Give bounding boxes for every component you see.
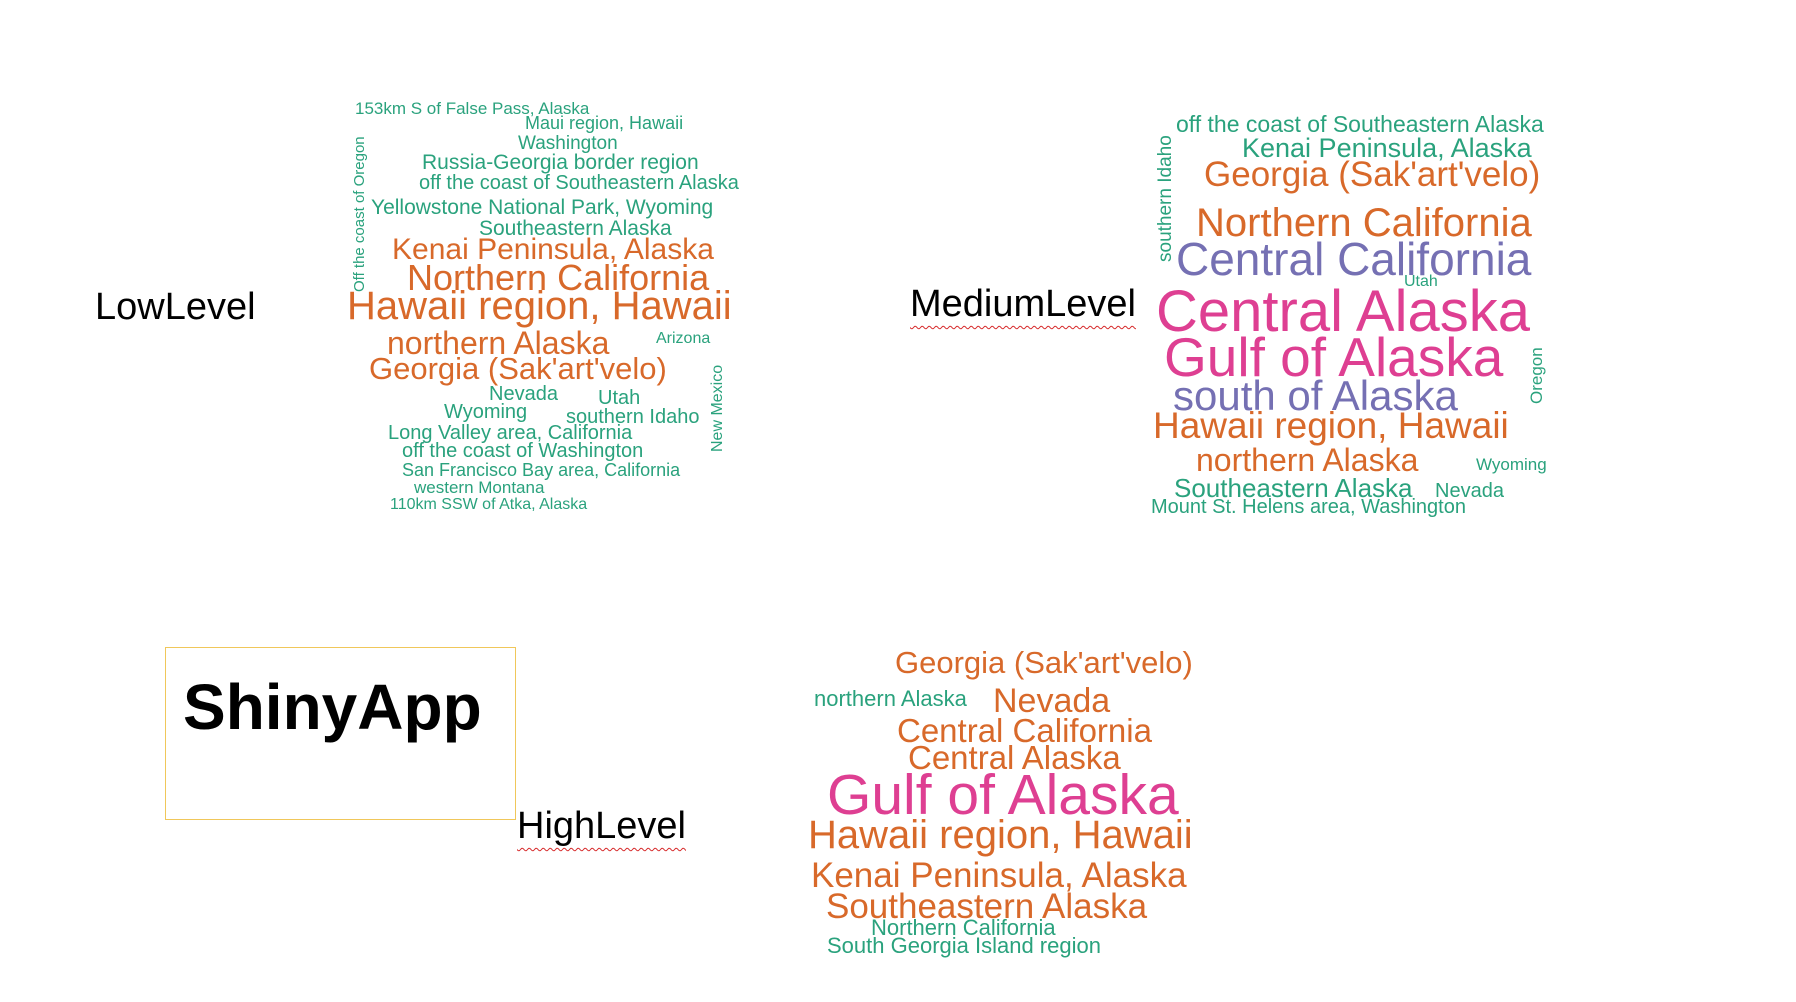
cloud-word: Hawaii region, Hawaii — [1153, 405, 1509, 446]
cloud-word: Southeastern Alaska — [1174, 473, 1413, 503]
cloud-word: Long Valley area, California — [388, 422, 633, 444]
cloud-word: Hawaii region, Hawaii — [808, 813, 1193, 857]
medium-level-label-text: MediumLevel — [910, 283, 1136, 325]
cloud-word: Kenai Peninsula, Alaska — [392, 233, 714, 266]
cloud-word: Wyoming — [444, 401, 528, 423]
cloud-word: Mount St. Helens area, Washington — [1151, 496, 1466, 518]
cloud-word: Hawaii region, Hawaii — [347, 284, 732, 328]
cloud-word: Oregon — [1527, 347, 1546, 404]
cloud-word: Arizona — [656, 330, 711, 347]
cloud-word: Northern California — [407, 257, 710, 298]
cloud-word: Gulf of Alaska — [827, 763, 1179, 827]
cloud-word: Georgia (Sak'art'velo) — [369, 351, 667, 386]
medium-level-label: MediumLevel — [910, 283, 1136, 326]
cloud-word: Yellowstone National Park, Wyoming — [371, 196, 714, 219]
cloud-word: Central California — [897, 712, 1152, 749]
cloud-word: Nevada — [489, 383, 558, 405]
cloud-word: Utah — [598, 387, 641, 409]
cloud-word: Gulf of Alaska — [1164, 326, 1504, 388]
cloud-word: Kenai Peninsula, Alaska — [1242, 133, 1532, 163]
cloud-word: 110km SSW of Atka, Alaska — [390, 496, 588, 513]
high-level-label-text: HighLevel — [517, 805, 686, 847]
cloud-word: San Francisco Bay area, California — [402, 460, 681, 480]
cloud-word: Wyoming — [1476, 455, 1547, 474]
cloud-word: South Georgia Island region — [827, 933, 1101, 958]
cloud-word: Maui region, Hawaii — [525, 113, 684, 133]
cloud-word: Central Alaska — [1156, 279, 1530, 344]
cloud-word: Georgia (Sak'art'velo) — [1204, 155, 1541, 194]
shiny-app-box[interactable]: ShinyApp — [165, 647, 516, 820]
cloud-word: south of Alaska — [1173, 372, 1458, 419]
cloud-word: 153km S of False Pass, Alaska — [355, 99, 590, 118]
shiny-app-title: ShinyApp — [183, 671, 482, 743]
cloud-word: Utah — [1404, 273, 1438, 290]
cloud-word: southern Idaho — [1155, 135, 1176, 262]
cloud-word: Georgia (Sak'art'velo) — [895, 645, 1193, 680]
cloud-word: Russia-Georgia border region — [422, 151, 699, 174]
cloud-word: Central California — [1176, 233, 1532, 285]
high-level-label: HighLevel — [517, 805, 686, 848]
cloud-word: northern Alaska — [387, 325, 610, 361]
cloud-word: off the coast of Southeastern Alaska — [419, 172, 739, 194]
cloud-word: New Mexico — [709, 364, 726, 452]
cloud-word: off the coast of Southeastern Alaska — [1176, 111, 1544, 137]
cloud-word: Northern California — [1196, 201, 1532, 245]
cloud-word: Nevada — [993, 682, 1111, 720]
cloud-word: northern Alaska — [814, 686, 967, 711]
cloud-word: southern Idaho — [566, 406, 700, 428]
low-level-label: LowLevel — [95, 286, 256, 328]
cloud-word: Central Alaska — [908, 739, 1121, 776]
cloud-word: off the coast of Washington — [402, 440, 644, 462]
cloud-word: Washington — [518, 133, 618, 154]
cloud-word: Off the coast of Oregon — [351, 136, 368, 292]
cloud-word: Nevada — [1435, 480, 1504, 502]
cloud-word: Southeastern Alaska — [479, 217, 672, 240]
cloud-word: Northern California — [871, 915, 1056, 940]
cloud-word: western Montana — [414, 478, 545, 497]
cloud-word: northern Alaska — [1196, 442, 1419, 478]
cloud-word: Kenai Peninsula, Alaska — [811, 856, 1187, 895]
cloud-word: Southeastern Alaska — [826, 887, 1148, 926]
